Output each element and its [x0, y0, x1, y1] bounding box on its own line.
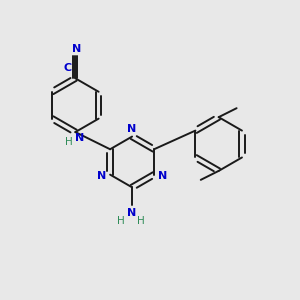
- Text: N: N: [75, 133, 84, 143]
- Text: H: H: [117, 216, 124, 226]
- Text: C: C: [64, 63, 72, 73]
- Text: N: N: [158, 171, 167, 181]
- Text: H: H: [65, 137, 73, 147]
- Text: N: N: [127, 124, 136, 134]
- Text: N: N: [72, 44, 81, 54]
- Text: N: N: [128, 208, 137, 218]
- Text: N: N: [97, 171, 106, 181]
- Text: H: H: [136, 216, 144, 226]
